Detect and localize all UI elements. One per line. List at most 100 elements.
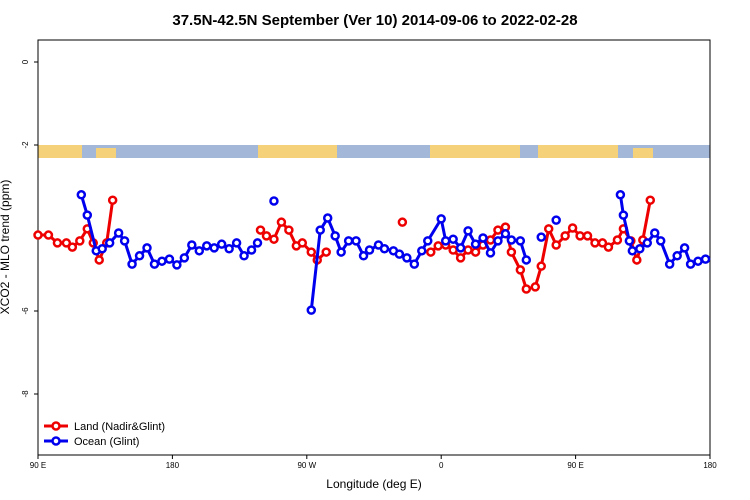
point bbox=[94, 255, 104, 265]
point bbox=[343, 236, 354, 246]
point bbox=[33, 230, 43, 240]
point bbox=[664, 259, 675, 269]
point bbox=[82, 210, 93, 220]
point bbox=[425, 247, 436, 257]
point bbox=[455, 243, 466, 253]
point bbox=[321, 247, 331, 257]
point bbox=[567, 223, 578, 233]
point bbox=[463, 245, 473, 255]
point bbox=[224, 243, 234, 254]
point bbox=[201, 241, 212, 251]
point bbox=[645, 195, 656, 205]
point bbox=[187, 240, 197, 250]
point bbox=[672, 251, 682, 261]
point bbox=[269, 234, 279, 244]
point bbox=[493, 236, 503, 246]
point bbox=[478, 233, 488, 243]
x-tick-label: 90 W bbox=[297, 461, 316, 470]
point bbox=[107, 195, 118, 205]
point bbox=[448, 245, 458, 255]
point bbox=[246, 245, 257, 255]
point bbox=[485, 235, 496, 245]
x-tick-label: 180 bbox=[703, 461, 717, 470]
point bbox=[436, 214, 446, 224]
legend-label: Land (Nadir&Glint) bbox=[74, 421, 165, 433]
point bbox=[615, 190, 626, 200]
x-tick-label: 180 bbox=[166, 461, 180, 470]
point bbox=[179, 253, 190, 263]
point bbox=[157, 256, 167, 266]
point bbox=[618, 210, 629, 220]
point bbox=[239, 251, 249, 261]
point bbox=[255, 225, 266, 235]
point bbox=[394, 249, 405, 259]
point bbox=[575, 231, 585, 241]
legend-marker bbox=[51, 421, 61, 431]
point bbox=[261, 231, 272, 241]
point bbox=[455, 253, 466, 263]
y-tick-label: -2 bbox=[21, 141, 30, 149]
point bbox=[530, 282, 541, 292]
point bbox=[521, 284, 532, 294]
point bbox=[269, 196, 279, 206]
point bbox=[597, 238, 608, 248]
x-tick-label: 90 E bbox=[30, 461, 46, 470]
y-tick-label: -6 bbox=[21, 307, 30, 315]
point bbox=[551, 215, 561, 225]
point bbox=[402, 253, 412, 263]
point bbox=[322, 213, 333, 223]
point bbox=[536, 261, 547, 271]
point bbox=[655, 236, 666, 246]
point bbox=[642, 238, 653, 248]
point bbox=[142, 243, 152, 253]
point bbox=[67, 242, 78, 252]
point bbox=[433, 241, 443, 251]
point bbox=[493, 225, 503, 235]
point bbox=[485, 248, 496, 258]
point bbox=[679, 243, 690, 253]
point bbox=[52, 238, 63, 248]
point bbox=[536, 232, 547, 242]
x-tick-label: 90 E bbox=[567, 461, 583, 470]
point bbox=[61, 238, 72, 248]
chart-title: 37.5N-42.5N September (Ver 10) 2014-09-0… bbox=[172, 12, 577, 29]
point bbox=[417, 246, 427, 256]
point bbox=[149, 259, 160, 269]
point bbox=[97, 243, 107, 254]
point bbox=[43, 230, 54, 240]
point bbox=[470, 247, 481, 257]
point bbox=[113, 228, 124, 238]
point bbox=[627, 246, 638, 256]
point bbox=[470, 239, 481, 249]
point bbox=[624, 236, 635, 246]
point bbox=[231, 238, 242, 248]
point bbox=[306, 247, 317, 257]
point bbox=[252, 238, 263, 248]
point bbox=[521, 255, 532, 265]
point bbox=[127, 259, 137, 269]
point bbox=[209, 243, 219, 253]
point bbox=[560, 231, 570, 241]
point bbox=[700, 254, 711, 264]
y-tick-label: 0 bbox=[21, 59, 30, 64]
point bbox=[515, 265, 526, 275]
point bbox=[515, 236, 526, 246]
legend-label: Ocean (Glint) bbox=[74, 436, 139, 448]
point bbox=[284, 225, 294, 235]
point bbox=[649, 228, 660, 238]
point bbox=[330, 231, 340, 241]
x-axis-label: Longitude (deg E) bbox=[326, 477, 421, 491]
point bbox=[76, 190, 87, 200]
point bbox=[297, 238, 308, 248]
point bbox=[315, 225, 325, 235]
point bbox=[216, 239, 227, 249]
point bbox=[551, 240, 561, 250]
point bbox=[603, 242, 614, 252]
point bbox=[582, 231, 593, 241]
point bbox=[172, 260, 182, 270]
point bbox=[164, 254, 175, 264]
point bbox=[506, 235, 517, 245]
y-tick-label: -8 bbox=[21, 390, 30, 398]
point bbox=[358, 251, 369, 261]
